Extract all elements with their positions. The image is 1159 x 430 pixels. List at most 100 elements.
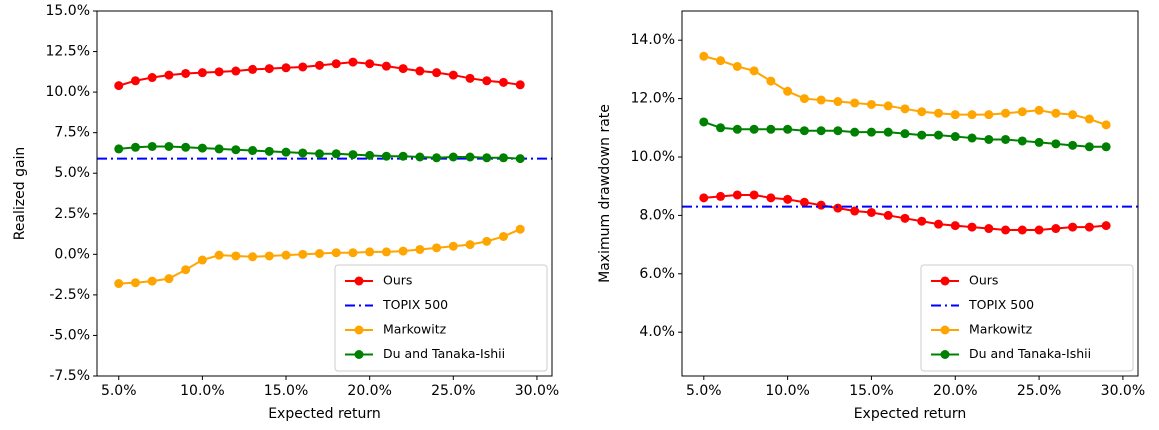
point: [415, 152, 425, 162]
legend-marker: [940, 350, 950, 359]
point: [398, 64, 408, 74]
point: [1001, 134, 1011, 144]
point: [1084, 222, 1094, 232]
point: [114, 81, 124, 91]
x-tick-label: 25.0%: [431, 383, 475, 399]
point: [900, 129, 910, 139]
point: [515, 80, 525, 90]
y-tick-label: -5.0%: [49, 327, 90, 343]
point: [214, 144, 224, 154]
point: [917, 130, 927, 140]
point: [231, 66, 241, 76]
point: [850, 98, 860, 108]
point: [716, 56, 726, 66]
point: [381, 247, 391, 257]
point: [783, 124, 793, 134]
legend-marker: [940, 276, 950, 286]
x-tick-label: 5.0%: [101, 383, 137, 399]
plot-frame: [96, 10, 553, 377]
point: [883, 210, 893, 220]
point: [264, 64, 274, 74]
point: [398, 246, 408, 256]
point: [130, 142, 140, 152]
point: [1051, 108, 1061, 118]
point: [783, 86, 793, 96]
legend-box: [334, 264, 548, 372]
point: [164, 141, 174, 151]
point: [1017, 136, 1027, 146]
point: [833, 203, 843, 213]
point: [365, 150, 375, 160]
point: [298, 62, 308, 72]
point: [934, 219, 943, 229]
point: [766, 193, 776, 203]
legend: Ours TOPIX 500 Markowitz Du and Tanaka-Ishi…: [920, 264, 1134, 372]
point: [900, 213, 910, 223]
point: [866, 207, 876, 217]
point: [984, 110, 994, 120]
point: [331, 59, 341, 69]
point: [766, 76, 776, 86]
point: [181, 68, 191, 78]
point: [214, 250, 224, 260]
legend-label: TOPIX 500: [382, 297, 448, 312]
point: [799, 126, 809, 136]
y-tick-label: -7.5%: [49, 368, 90, 384]
y-tick-label: 2.5%: [54, 206, 90, 222]
point: [298, 148, 308, 158]
point: [984, 134, 994, 144]
x-tick-label: 20.0%: [933, 383, 977, 399]
point: [699, 117, 709, 127]
y-tick-label: 8.0%: [639, 207, 675, 223]
point: [498, 77, 508, 87]
point: [917, 107, 927, 117]
legend-label: TOPIX 500: [968, 297, 1034, 312]
point: [799, 94, 809, 104]
point: [248, 64, 258, 74]
point: [482, 153, 492, 163]
point: [900, 104, 910, 114]
point: [331, 149, 341, 159]
point: [917, 216, 927, 226]
point: [264, 146, 274, 156]
point: [816, 126, 826, 136]
point: [1068, 140, 1078, 150]
point: [147, 276, 157, 286]
point: [498, 231, 508, 241]
x-tick-label: 10.0%: [765, 383, 809, 399]
point: [515, 154, 525, 164]
point: [1001, 108, 1011, 118]
point: [197, 143, 207, 153]
point: [799, 197, 809, 207]
point: [314, 149, 324, 159]
legend-label: Ours: [969, 273, 998, 288]
point: [498, 153, 508, 163]
point: [833, 126, 843, 136]
point: [1068, 222, 1078, 232]
y-tick-label: 10.0%: [46, 84, 90, 100]
point: [1034, 137, 1044, 147]
y-tick-label: 14.0%: [631, 32, 675, 48]
point: [716, 123, 726, 133]
point: [883, 101, 893, 111]
point: [934, 130, 943, 140]
point: [515, 224, 525, 234]
plot-frame: [681, 10, 1139, 377]
point: [130, 76, 140, 86]
point: [984, 224, 994, 234]
y-axis-label: Realized gain: [12, 147, 28, 241]
point: [1017, 225, 1027, 235]
point: [281, 147, 291, 157]
y-tick-label: 7.5%: [54, 125, 90, 141]
x-tick-label: 30.0%: [515, 383, 559, 399]
point: [699, 51, 709, 61]
point: [248, 146, 258, 156]
point: [967, 133, 977, 143]
point: [465, 73, 475, 83]
point: [214, 67, 224, 77]
point: [231, 145, 241, 155]
point: [147, 73, 157, 83]
y-tick-label: 5.0%: [54, 165, 90, 181]
